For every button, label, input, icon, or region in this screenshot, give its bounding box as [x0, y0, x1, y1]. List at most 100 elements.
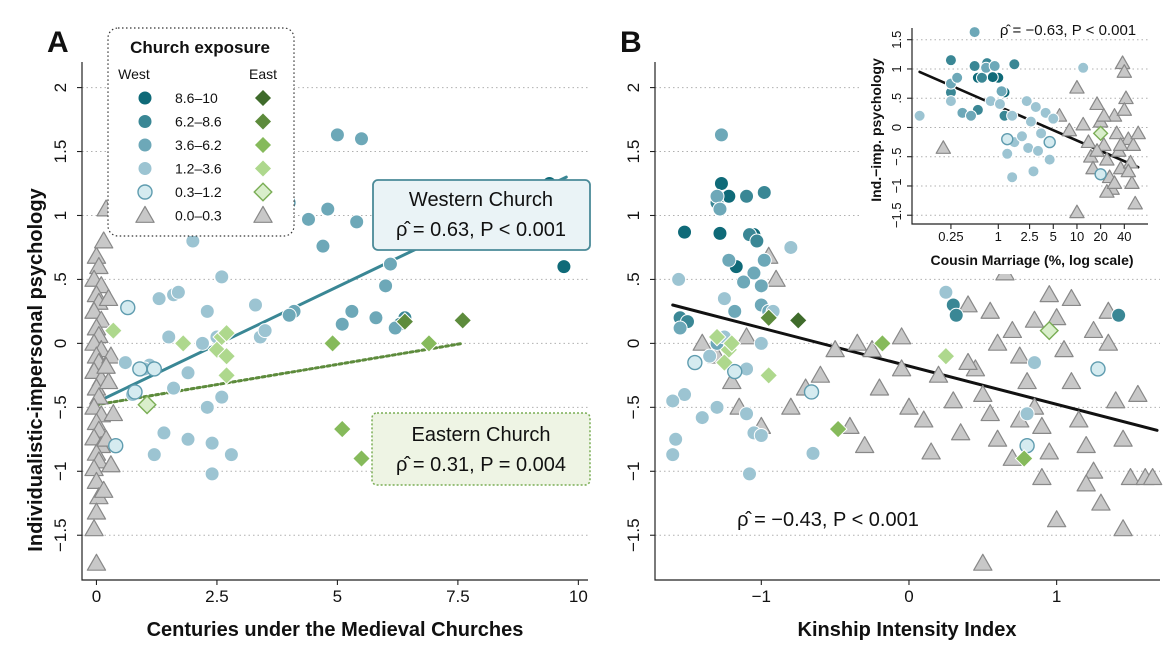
data-point — [101, 455, 121, 473]
panel-a-y-ticks: −1.5 −1 −.5 0 .5 1 1.5 2 — [51, 83, 82, 552]
data-point — [936, 346, 956, 366]
inset-x-ticks: 0.25 1 2.5 5 10 20 40 — [938, 224, 1132, 244]
data-point — [968, 26, 981, 39]
panel-b-fit-lines — [671, 303, 1159, 432]
data-point — [1111, 307, 1127, 323]
y-tick-label: 0 — [889, 124, 904, 131]
data-point — [334, 316, 350, 332]
data-point — [1116, 102, 1133, 116]
data-point — [1027, 165, 1040, 178]
y-tick-label: 1 — [51, 211, 70, 220]
data-point — [742, 466, 758, 482]
data-point — [315, 238, 331, 254]
data-point — [1069, 410, 1089, 428]
data-point — [986, 71, 999, 84]
eastern-church-title: Eastern Church — [412, 424, 551, 446]
x-tick-label: 1 — [995, 229, 1002, 244]
legend-class-label: 0.0–0.3 — [175, 208, 222, 224]
data-point — [1002, 320, 1023, 339]
data-point — [1039, 442, 1059, 460]
data-point — [98, 372, 119, 390]
data-point — [766, 269, 786, 287]
data-point — [1006, 109, 1019, 122]
data-point — [132, 361, 148, 377]
data-point — [1076, 474, 1096, 492]
data-point — [825, 340, 845, 358]
x-tick-label: 0 — [92, 587, 101, 606]
data-point — [84, 519, 104, 537]
y-tick-label: −1.5 — [51, 518, 70, 552]
data-point — [1118, 90, 1134, 105]
data-point — [1108, 125, 1125, 140]
eastern-church-box — [371, 412, 591, 486]
data-point — [1130, 125, 1146, 140]
data-point — [199, 399, 215, 415]
inset-points — [913, 26, 1146, 219]
data-point — [1032, 144, 1045, 157]
panel-a-axes — [81, 62, 588, 581]
data-point — [714, 353, 734, 373]
data-point — [223, 447, 239, 463]
data-point — [1026, 355, 1042, 371]
data-point — [1039, 285, 1059, 303]
y-tick-label: −1.5 — [624, 518, 643, 552]
inset-chart: −1.5 −1 −.5 0 .5 1 1.5 0.25 1 2.5 5 10 20 40 Cousin … — [862, 14, 1168, 274]
data-point — [975, 71, 988, 84]
x-tick-label: 0.25 — [938, 229, 963, 244]
data-point — [810, 365, 831, 383]
data-point — [973, 553, 993, 571]
data-point — [722, 372, 742, 390]
data-point — [1098, 333, 1119, 351]
data-point — [713, 127, 729, 143]
data-point — [1125, 137, 1142, 151]
data-point — [89, 256, 109, 275]
y-tick-label: 1.5 — [51, 140, 70, 164]
data-point — [332, 419, 352, 439]
data-point — [694, 410, 710, 426]
legend-east-marker — [253, 159, 273, 178]
data-point — [1006, 171, 1019, 184]
y-tick-label: 1 — [889, 65, 904, 72]
data-point — [151, 291, 167, 307]
legend-east-marker — [253, 112, 273, 131]
data-point — [1069, 79, 1085, 94]
data-point — [980, 301, 1000, 319]
data-point — [344, 303, 360, 319]
panel-a-x-label: Centuries under the Medieval Churches — [147, 619, 524, 641]
panel-b-axes — [654, 62, 1160, 581]
data-point — [665, 447, 681, 463]
data-point — [913, 109, 926, 122]
data-point — [120, 299, 136, 316]
legend-class-label: 1.2–3.6 — [175, 161, 222, 177]
data-point — [166, 380, 182, 396]
data-point — [869, 378, 890, 396]
data-point — [453, 310, 473, 330]
panel-b-x-label: Kinship Intensity Index — [798, 619, 1017, 641]
data-point — [948, 307, 964, 323]
data-point — [247, 297, 263, 313]
y-tick-label: 1.5 — [889, 31, 904, 49]
data-point — [419, 333, 439, 353]
data-point — [993, 98, 1006, 111]
data-point — [707, 327, 727, 347]
panel-b-points — [665, 127, 1163, 571]
data-point — [103, 321, 123, 341]
data-point — [1019, 438, 1035, 454]
y-tick-label: −1 — [889, 179, 904, 194]
y-tick-label: 0 — [51, 339, 70, 348]
data-point — [1024, 310, 1045, 328]
data-point — [1106, 391, 1126, 409]
data-point — [891, 359, 912, 377]
data-point — [84, 301, 104, 319]
data-point — [1010, 346, 1030, 364]
data-point — [736, 274, 752, 290]
data-point — [935, 140, 952, 154]
data-point — [988, 60, 1001, 73]
data-point — [783, 239, 799, 255]
data-point — [671, 271, 687, 287]
data-point — [713, 176, 729, 192]
data-point — [1019, 406, 1035, 422]
y-tick-label: −.5 — [889, 147, 904, 165]
legend-west-marker — [137, 161, 153, 176]
